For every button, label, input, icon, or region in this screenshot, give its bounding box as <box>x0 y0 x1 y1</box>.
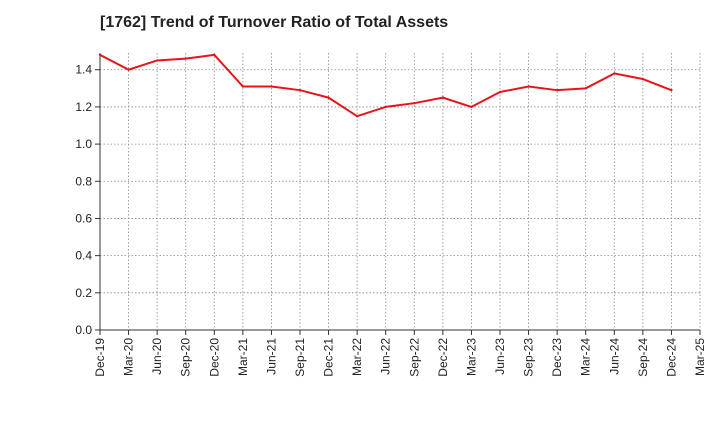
x-tick-label: Sep-23 <box>522 338 536 377</box>
data-point <box>555 88 559 92</box>
data-point <box>355 115 359 118</box>
x-tick-label: Mar-21 <box>236 338 250 376</box>
y-tick-label: 0.0 <box>75 323 92 337</box>
x-tick-label: Dec-22 <box>436 338 450 377</box>
x-tick-label: Jun-20 <box>150 338 164 375</box>
y-tick-labels: 0.0 0.2 0.4 0.6 0.8 1.0 1.2 1.4 <box>75 63 92 337</box>
x-tick-label: Sep-20 <box>179 338 193 377</box>
data-point <box>213 53 216 57</box>
y-tick-label: 1.0 <box>75 137 92 151</box>
x-tick-label: Dec-20 <box>207 338 221 377</box>
data-point <box>155 59 159 62</box>
x-tick-label: Dec-21 <box>322 338 336 377</box>
y-tick-label: 0.4 <box>75 249 92 263</box>
x-tick-label: Sep-22 <box>407 338 421 377</box>
x-tick-label: Dec-24 <box>664 338 678 377</box>
axes <box>95 53 701 335</box>
series-layer <box>98 53 673 118</box>
x-tick-label: Dec-19 <box>93 338 107 377</box>
y-tick-label: 1.2 <box>75 100 92 114</box>
x-tick-label: Jun-21 <box>264 338 278 375</box>
data-point <box>384 105 387 109</box>
x-tick-label: Sep-24 <box>636 338 650 377</box>
data-point <box>670 88 673 92</box>
data-point <box>98 53 102 57</box>
chart-title: [1762] Trend of Turnover Ratio of Total … <box>100 14 449 31</box>
data-point <box>184 57 187 60</box>
data-point <box>270 85 273 88</box>
grid-lines <box>100 53 701 330</box>
x-tick-labels: Dec-19 Mar-20 Jun-20 Sep-20 Dec-20 Mar-21 Jun-… <box>93 338 707 377</box>
x-tick-label: Dec-23 <box>550 338 564 377</box>
data-point <box>498 90 502 94</box>
y-tick-label: 0.2 <box>75 286 92 300</box>
data-point <box>641 77 645 81</box>
y-tick-label: 0.8 <box>75 174 92 188</box>
data-point <box>327 96 330 99</box>
x-tick-label: Mar-22 <box>350 338 364 376</box>
data-point <box>613 72 616 75</box>
data-point <box>127 68 130 71</box>
data-point <box>413 101 416 105</box>
data-point <box>241 85 245 88</box>
data-point <box>584 87 587 90</box>
x-tick-label: Jun-23 <box>493 338 507 375</box>
x-tick-label: Sep-21 <box>293 338 307 377</box>
data-point <box>441 96 445 99</box>
x-tick-label: Mar-25 <box>693 338 707 376</box>
x-tick-label: Mar-24 <box>579 338 593 376</box>
y-tick-label: 1.4 <box>75 63 92 77</box>
data-point <box>527 85 530 88</box>
x-tick-label: Jun-22 <box>379 338 393 375</box>
x-tick-label: Mar-23 <box>464 338 478 376</box>
y-tick-label: 0.6 <box>75 211 92 225</box>
data-point <box>298 88 302 92</box>
x-tick-label: Mar-20 <box>122 338 136 376</box>
data-point <box>470 105 473 109</box>
x-tick-label: Jun-24 <box>607 338 621 375</box>
